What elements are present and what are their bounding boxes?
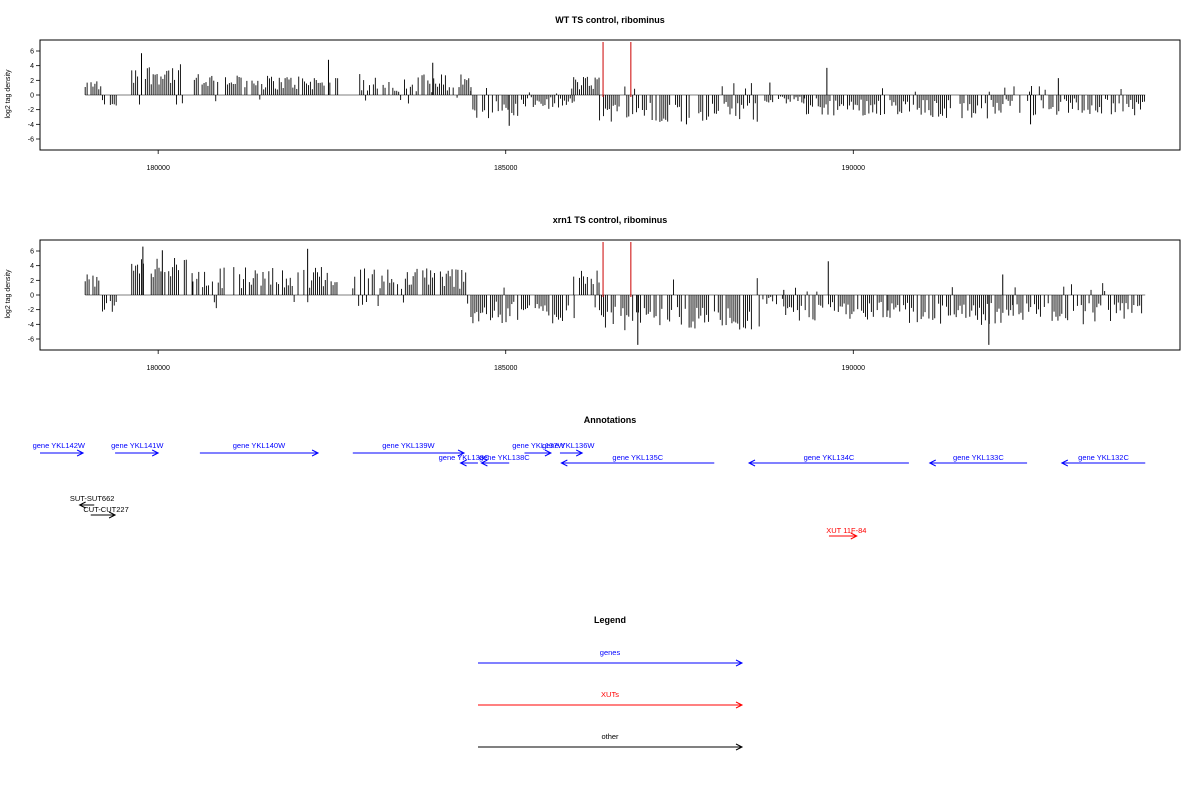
feature-arrows: gene YKL142W gene YKL141W gene YKL140W gene…	[33, 441, 1146, 540]
feature-arrowhead	[544, 449, 553, 457]
y-tick-label: 2	[30, 278, 34, 285]
xrn1-marker-lines	[602, 242, 632, 297]
legend-label-other: other	[601, 732, 619, 741]
feature-label: gene YKL140W	[233, 441, 286, 450]
feature-arrowhead	[151, 449, 160, 457]
xrn1-axis-ticks: -6 -4 -2 0 2 4 6 180000 185000 190000	[28, 249, 865, 373]
x-tick-label: 185000	[494, 365, 517, 372]
y-tick-label: -2	[28, 107, 34, 114]
feature-label: gene YKL132C	[1078, 453, 1129, 462]
legend-label-xuts: XUTs	[601, 690, 619, 699]
legend-arrowhead	[735, 743, 744, 751]
feature-arrowhead	[76, 449, 85, 457]
feature-label: gene YKL142W	[33, 441, 86, 450]
xrn1-coverage-panel: xrn1 TS control, ribominus log2 tag dens…	[5, 215, 1181, 373]
annotations-track: Annotations gene YKL142W gene YKL141W gene…	[33, 415, 1146, 540]
feature-arrowhead	[928, 459, 936, 467]
y-tick-label: 6	[30, 249, 34, 256]
feature-label: gene YKL138C	[479, 453, 530, 462]
y-tick-label: 6	[30, 49, 34, 56]
xrn1-panel-title: xrn1 TS control, ribominus	[553, 215, 668, 225]
wt-marker-lines	[602, 42, 632, 97]
feature-arrowhead	[78, 501, 86, 509]
legend-arrowhead	[735, 701, 744, 709]
feature-arrowhead	[480, 459, 488, 467]
feature-label: gene YKL137W	[512, 441, 565, 450]
feature-arrowhead	[1060, 459, 1069, 467]
y-tick-label: -2	[28, 307, 34, 314]
feature-label: gene YKL133C	[953, 453, 1004, 462]
feature-label: SUT-SUT662	[70, 494, 115, 503]
legend-label-genes: genes	[600, 648, 621, 657]
wt-coverage-panel: WT TS control, ribominus log2 tag densit…	[5, 15, 1181, 173]
legend-title: Legend	[594, 615, 626, 625]
y-tick-label: -4	[28, 322, 34, 329]
wt-y-axis-label: log2 tag density	[5, 69, 12, 119]
feature-label: gene YKL138C	[439, 453, 490, 462]
feature-arrowhead	[575, 449, 584, 457]
x-tick-label: 190000	[842, 365, 865, 372]
y-tick-label: 4	[30, 63, 34, 70]
feature-label: gene YKL141W	[111, 441, 164, 450]
x-tick-label: 185000	[494, 165, 517, 172]
feature-arrowhead	[850, 532, 858, 540]
y-tick-label: 0	[30, 293, 34, 300]
feature-label: XUT 11F-84	[826, 526, 866, 535]
y-tick-label: -6	[28, 137, 34, 144]
feature-label: gene YKL139W	[382, 441, 435, 450]
xrn1-y-axis-label: log2 tag density	[5, 269, 12, 319]
x-tick-label: 180000	[146, 365, 169, 372]
x-tick-label: 180000	[146, 165, 169, 172]
y-tick-label: 2	[30, 78, 34, 85]
feature-arrowhead	[459, 459, 467, 467]
xrn1-coverage-bars	[84, 246, 1146, 345]
feature-label: CUT-CUT227	[83, 505, 128, 514]
wt-panel-title: WT TS control, ribominus	[555, 15, 665, 25]
y-tick-label: 0	[30, 93, 34, 100]
feature-label: gene YKL136W	[542, 441, 595, 450]
feature-arrowhead	[311, 449, 320, 457]
y-tick-label: 4	[30, 263, 34, 270]
legend-entries: genes XUTs other	[478, 648, 744, 751]
annotations-title: Annotations	[584, 415, 637, 425]
feature-arrowhead	[457, 449, 466, 457]
x-tick-label: 190000	[842, 165, 865, 172]
wt-coverage-bars	[84, 53, 1146, 126]
feature-label: gene YKL135C	[612, 453, 663, 462]
feature-label: gene YKL134C	[804, 453, 855, 462]
legend-arrowhead	[735, 659, 744, 667]
feature-arrowhead	[747, 459, 756, 467]
y-tick-label: -6	[28, 337, 34, 344]
feature-arrowhead	[108, 511, 117, 519]
wt-axis-ticks: -6 -4 -2 0 2 4 6 180000 185000 190000	[28, 49, 865, 173]
y-tick-label: -4	[28, 122, 34, 129]
feature-arrowhead	[560, 459, 568, 467]
legend: Legend genes XUTs other	[478, 615, 744, 751]
